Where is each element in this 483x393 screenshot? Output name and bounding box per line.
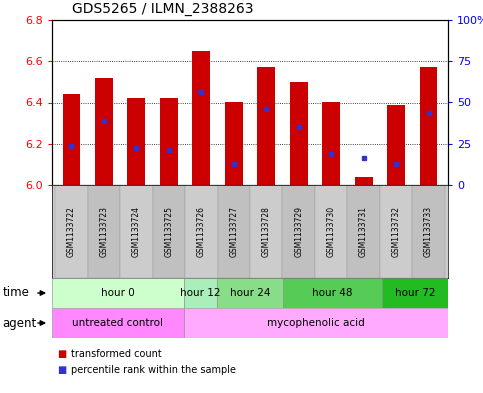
- FancyBboxPatch shape: [380, 185, 412, 278]
- Text: percentile rank within the sample: percentile rank within the sample: [71, 365, 236, 375]
- FancyBboxPatch shape: [412, 185, 445, 278]
- Text: GSM1133727: GSM1133727: [229, 206, 238, 257]
- Bar: [322, 103, 340, 185]
- Bar: [63, 94, 80, 185]
- Bar: [225, 103, 242, 185]
- Text: GSM1133729: GSM1133729: [294, 206, 303, 257]
- Text: GSM1133728: GSM1133728: [262, 206, 271, 257]
- FancyBboxPatch shape: [52, 308, 184, 338]
- Text: GSM1133725: GSM1133725: [164, 206, 173, 257]
- Text: GSM1133722: GSM1133722: [67, 206, 76, 257]
- FancyBboxPatch shape: [120, 185, 153, 278]
- FancyBboxPatch shape: [184, 278, 217, 308]
- FancyBboxPatch shape: [283, 278, 382, 308]
- FancyBboxPatch shape: [55, 185, 88, 278]
- Text: ■: ■: [57, 349, 66, 359]
- Text: GSM1133723: GSM1133723: [99, 206, 109, 257]
- Text: GSM1133732: GSM1133732: [392, 206, 400, 257]
- Bar: [355, 177, 372, 185]
- FancyBboxPatch shape: [315, 185, 347, 278]
- FancyBboxPatch shape: [250, 185, 283, 278]
- FancyBboxPatch shape: [382, 278, 448, 308]
- Text: GSM1133731: GSM1133731: [359, 206, 368, 257]
- Text: untreated control: untreated control: [72, 318, 164, 328]
- Bar: [387, 105, 405, 185]
- FancyBboxPatch shape: [185, 185, 217, 278]
- Text: hour 48: hour 48: [312, 288, 353, 298]
- Bar: [128, 98, 145, 185]
- Bar: [160, 98, 178, 185]
- Bar: [257, 68, 275, 185]
- Text: hour 0: hour 0: [101, 288, 135, 298]
- FancyBboxPatch shape: [184, 308, 448, 338]
- Text: time: time: [2, 286, 29, 299]
- FancyBboxPatch shape: [52, 278, 184, 308]
- Text: GSM1133733: GSM1133733: [424, 206, 433, 257]
- Bar: [95, 78, 113, 185]
- Bar: [192, 51, 210, 185]
- Text: hour 24: hour 24: [230, 288, 270, 298]
- FancyBboxPatch shape: [88, 185, 120, 278]
- FancyBboxPatch shape: [217, 278, 283, 308]
- FancyBboxPatch shape: [217, 185, 250, 278]
- Text: GSM1133724: GSM1133724: [132, 206, 141, 257]
- FancyBboxPatch shape: [347, 185, 380, 278]
- Bar: [290, 82, 308, 185]
- Text: GSM1133730: GSM1133730: [327, 206, 336, 257]
- Text: ■: ■: [57, 365, 66, 375]
- FancyBboxPatch shape: [153, 185, 185, 278]
- Bar: [420, 68, 438, 185]
- FancyBboxPatch shape: [283, 185, 315, 278]
- Text: hour 12: hour 12: [180, 288, 221, 298]
- Text: agent: agent: [2, 316, 37, 329]
- Text: transformed count: transformed count: [71, 349, 162, 359]
- Text: hour 72: hour 72: [395, 288, 435, 298]
- Text: mycophenolic acid: mycophenolic acid: [267, 318, 365, 328]
- Text: GSM1133726: GSM1133726: [197, 206, 206, 257]
- Text: GDS5265 / ILMN_2388263: GDS5265 / ILMN_2388263: [72, 2, 253, 16]
